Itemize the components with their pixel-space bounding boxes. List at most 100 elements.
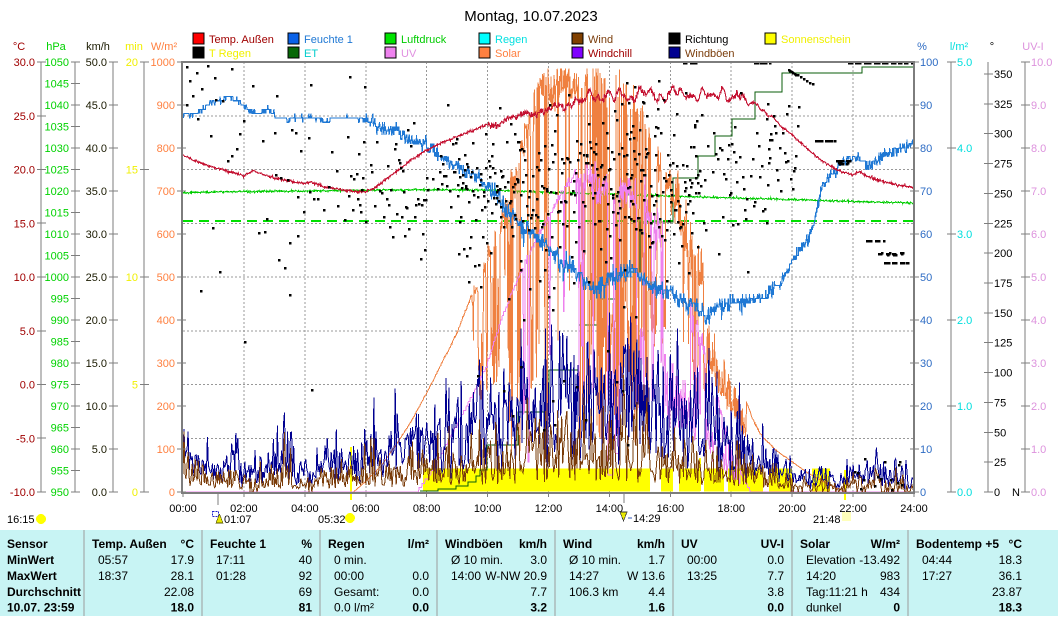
svg-text:MaxWert: MaxWert <box>7 569 57 583</box>
svg-text:15.0: 15.0 <box>86 358 107 370</box>
svg-text:0 min.: 0 min. <box>334 553 367 567</box>
svg-text:0.0: 0.0 <box>412 585 429 599</box>
svg-text:1050: 1050 <box>45 57 69 69</box>
svg-text:10: 10 <box>920 444 932 456</box>
svg-text:400: 400 <box>157 315 175 327</box>
svg-text:Ø 10 min.: Ø 10 min. <box>451 553 503 567</box>
svg-text:50: 50 <box>920 272 932 284</box>
svg-text:0: 0 <box>169 487 175 499</box>
svg-text:50: 50 <box>994 427 1006 439</box>
svg-text:0.0: 0.0 <box>412 569 429 583</box>
svg-text:UV: UV <box>401 48 417 60</box>
svg-text:Wind: Wind <box>588 34 613 46</box>
svg-text:W 13.6: W 13.6 <box>627 569 665 583</box>
svg-text:20: 20 <box>126 57 138 69</box>
svg-text:0: 0 <box>994 487 1000 499</box>
svg-text:24:00: 24:00 <box>900 503 928 515</box>
svg-text:W-NW 20.9: W-NW 20.9 <box>485 569 547 583</box>
svg-text:Elevation: Elevation <box>806 553 855 567</box>
svg-text:20.0: 20.0 <box>86 315 107 327</box>
svg-text:22.08: 22.08 <box>164 585 194 599</box>
svg-text:1.0: 1.0 <box>1031 444 1046 456</box>
svg-text:6.0: 6.0 <box>1031 229 1046 241</box>
svg-text:1000: 1000 <box>151 57 175 69</box>
svg-text:2.0: 2.0 <box>957 315 972 327</box>
svg-text:00:00: 00:00 <box>687 553 717 567</box>
svg-text:50.0: 50.0 <box>86 57 107 69</box>
svg-text:04:44: 04:44 <box>922 553 952 567</box>
svg-text:UV-I: UV-I <box>761 537 784 551</box>
svg-text:05:32: 05:32 <box>318 514 346 526</box>
svg-text:°C: °C <box>181 537 195 551</box>
svg-text:36.1: 36.1 <box>999 569 1023 583</box>
svg-text:3.2: 3.2 <box>530 601 547 615</box>
svg-text:1015: 1015 <box>45 208 69 220</box>
svg-text:40.0: 40.0 <box>86 143 107 155</box>
svg-text:Feuchte 1: Feuchte 1 <box>210 537 266 551</box>
svg-text:T Regen: T Regen <box>209 48 251 60</box>
svg-text:4.4: 4.4 <box>648 585 665 599</box>
svg-text:980: 980 <box>51 358 69 370</box>
svg-text:5: 5 <box>132 380 138 392</box>
svg-text:1000: 1000 <box>45 272 69 284</box>
svg-text:225: 225 <box>994 218 1012 230</box>
svg-text:10.0: 10.0 <box>14 272 35 284</box>
svg-text:300: 300 <box>994 129 1012 141</box>
svg-text:7.7: 7.7 <box>530 585 547 599</box>
svg-text:4.0: 4.0 <box>1031 315 1046 327</box>
svg-text:14:00: 14:00 <box>596 503 624 515</box>
svg-text:Sonnenschein: Sonnenschein <box>781 34 851 46</box>
svg-text:990: 990 <box>51 315 69 327</box>
svg-text:800: 800 <box>157 143 175 155</box>
svg-text:18.3: 18.3 <box>999 601 1023 615</box>
svg-text:10:00: 10:00 <box>474 503 502 515</box>
svg-text:7.7: 7.7 <box>767 569 784 583</box>
svg-text:1.6: 1.6 <box>648 601 665 615</box>
svg-text:20:00: 20:00 <box>778 503 806 515</box>
svg-text:965: 965 <box>51 423 69 435</box>
svg-text:0: 0 <box>920 487 926 499</box>
svg-text:5.0: 5.0 <box>1031 272 1046 284</box>
svg-text:3.0: 3.0 <box>1031 358 1046 370</box>
svg-text:23.87: 23.87 <box>992 585 1022 599</box>
svg-text:MinWert: MinWert <box>7 553 54 567</box>
svg-text:325: 325 <box>994 99 1012 111</box>
svg-text:14:27: 14:27 <box>569 569 599 583</box>
svg-text:30: 30 <box>920 358 932 370</box>
svg-text:250: 250 <box>994 188 1012 200</box>
svg-text:10.0: 10.0 <box>86 401 107 413</box>
svg-text:0.0: 0.0 <box>92 487 107 499</box>
svg-text:960: 960 <box>51 444 69 456</box>
svg-text:5.0: 5.0 <box>20 326 35 338</box>
svg-text:25.0: 25.0 <box>86 272 107 284</box>
svg-text:-13.492: -13.492 <box>859 553 900 567</box>
svg-text:14:00: 14:00 <box>451 569 481 583</box>
svg-text:985: 985 <box>51 337 69 349</box>
svg-text:150: 150 <box>994 308 1012 320</box>
svg-text:81: 81 <box>299 601 313 615</box>
svg-text:90: 90 <box>920 100 932 112</box>
svg-text:ET: ET <box>304 48 318 60</box>
svg-text:18.0: 18.0 <box>171 601 195 615</box>
svg-text:21:48: 21:48 <box>813 514 841 526</box>
svg-text:2.0: 2.0 <box>1031 401 1046 413</box>
svg-text:%: % <box>301 537 312 551</box>
svg-text:dunkel: dunkel <box>806 601 841 615</box>
svg-text:900: 900 <box>157 100 175 112</box>
svg-text:28.1: 28.1 <box>171 569 195 583</box>
svg-text:Windböen: Windböen <box>445 537 503 551</box>
svg-text:3.0: 3.0 <box>957 229 972 241</box>
svg-text:12:00: 12:00 <box>535 503 563 515</box>
svg-text:70: 70 <box>920 186 932 198</box>
svg-text:0.0 l/m²: 0.0 l/m² <box>334 601 374 615</box>
svg-text:UV-I: UV-I <box>1022 41 1043 53</box>
svg-text:Regen: Regen <box>495 34 527 46</box>
svg-text:Feuchte 1: Feuchte 1 <box>304 34 353 46</box>
svg-text:1045: 1045 <box>45 79 69 91</box>
svg-text:17.9: 17.9 <box>171 553 195 567</box>
svg-text:01:28: 01:28 <box>216 569 246 583</box>
svg-text:8.0: 8.0 <box>1031 143 1046 155</box>
svg-text:350: 350 <box>994 69 1012 81</box>
svg-text:Luftdruck: Luftdruck <box>401 34 447 46</box>
svg-text:955: 955 <box>51 466 69 478</box>
